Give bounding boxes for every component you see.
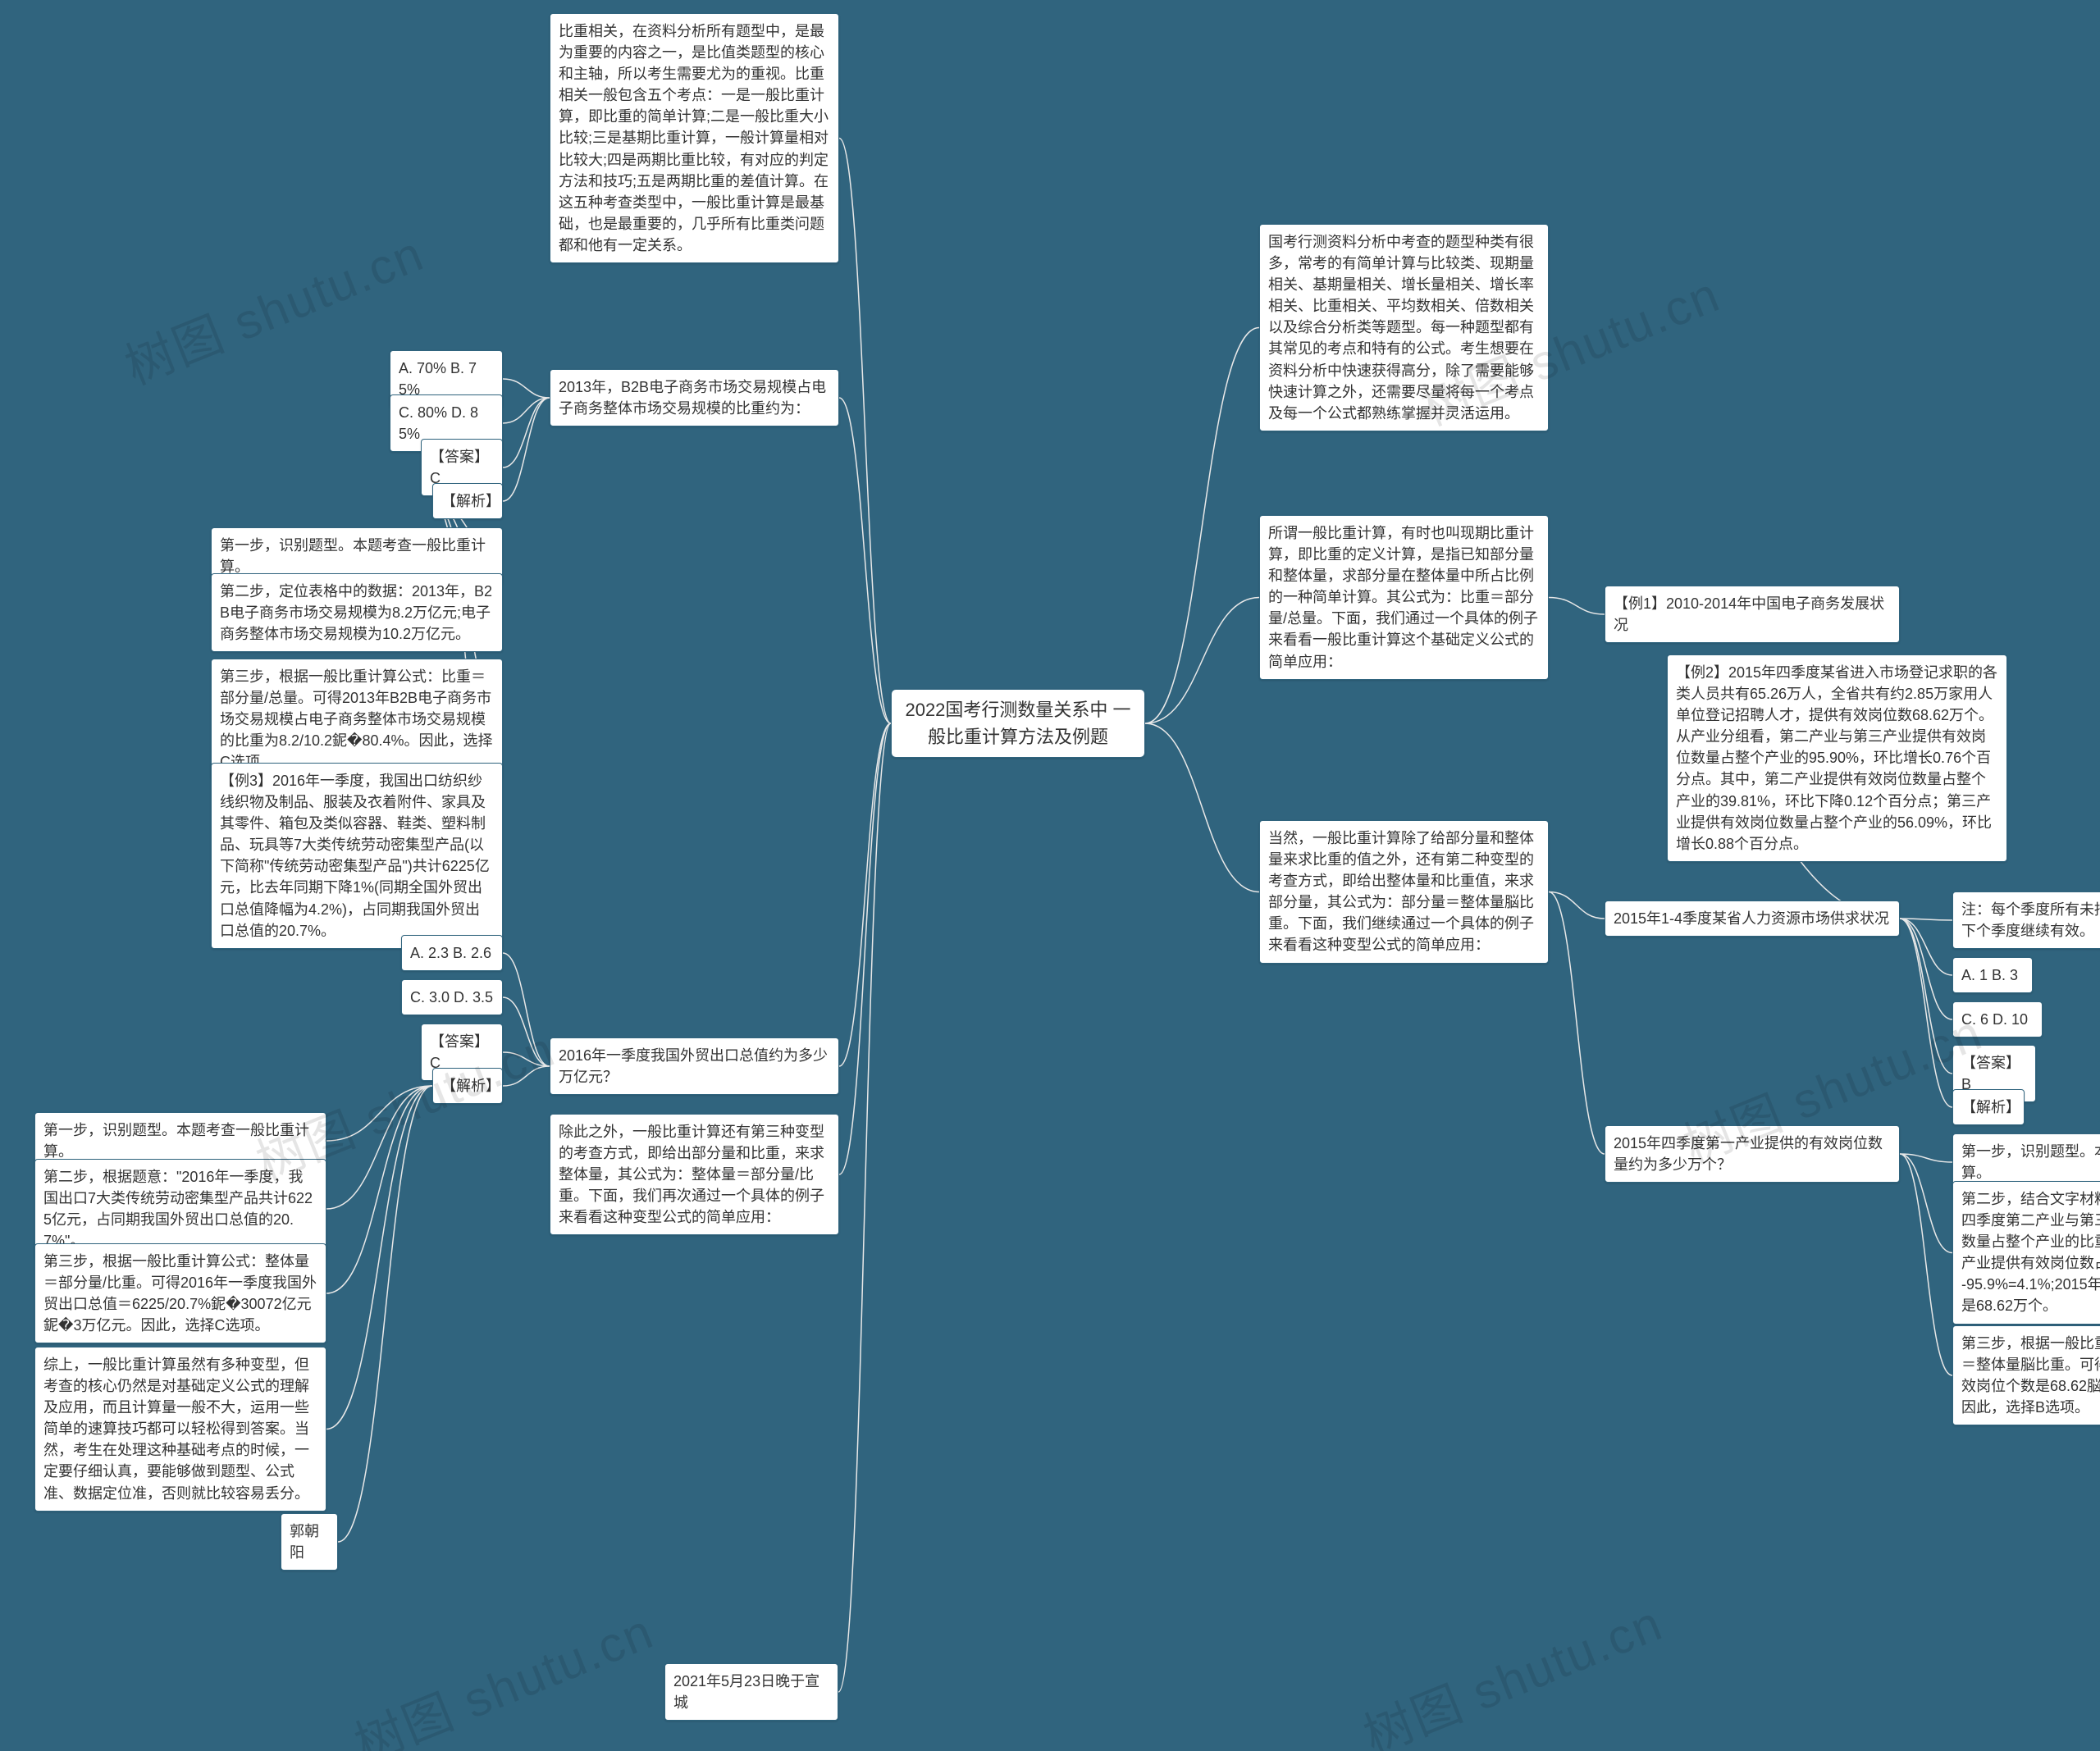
node-l3g[interactable]: 第三步，根据一般比重计算公式：整体量＝部分量/比重。可得2016年一季度我国外贸… [34, 1243, 326, 1343]
node-l2f[interactable]: 第二步，定位表格中的数据：2013年，B2B电子商务市场交易规模为8.2万亿元;… [211, 573, 503, 652]
node-r3b[interactable]: 2015年四季度第一产业提供的有效岗位数量约为多少万个？ [1605, 1125, 1900, 1183]
center-topic[interactable]: 2022国考行测数量关系中 一般比重计算方法及例题 [891, 689, 1145, 758]
mindmap-canvas: 2022国考行测数量关系中 一般比重计算方法及例题 国考行测资料分析中考查的题型… [0, 0, 2100, 1751]
node-r3a2[interactable]: A. 1 B. 3 [1952, 957, 2033, 993]
node-r3a5[interactable]: 【解析】 [1952, 1089, 2025, 1125]
node-r3a1[interactable]: 注：每个季度所有未招到人的有效岗位在下个季度继续有效。 [1952, 891, 2100, 949]
branch-r2[interactable]: 所谓一般比重计算，有时也叫现期比重计算，即比重的定义计算，是指已知部分量和整体量… [1259, 515, 1549, 680]
node-r3a0[interactable]: 【例2】2015年四季度某省进入市场登记求职的各类人员共有65.26万人，全省共… [1667, 654, 2007, 862]
branch-l2[interactable]: 2013年，B2B电子商务市场交易规模占电子商务整体市场交易规模的比重约为： [550, 369, 839, 426]
branch-l4[interactable]: 除此之外，一般比重计算还有第三种变型的考查方式，即给出部分量和比重，来求整体量，… [550, 1114, 839, 1235]
branch-l3[interactable]: 2016年一季度我国外贸出口总值约为多少万亿元？ [550, 1037, 839, 1095]
branch-r1[interactable]: 国考行测资料分析中考查的题型种类有很多，常考的有简单计算与比较类、现期量相关、基… [1259, 224, 1549, 431]
node-l3d[interactable]: 【解析】 [432, 1068, 503, 1104]
node-l2h[interactable]: 【例3】2016年一季度，我国出口纺织纱线织物及制品、服装及衣着附件、家具及其零… [211, 763, 503, 949]
node-r3a8[interactable]: 第三步，根据一般比重计算公式：部分量＝整体量脳比重。可得第一产业提供的有效岗位个… [1952, 1325, 2100, 1425]
node-r3a[interactable]: 2015年1-4季度某省人力资源市场供求状况 [1605, 901, 1900, 937]
branch-r3[interactable]: 当然，一般比重计算除了给部分量和整体量来求比重的值之外，还有第二种变型的考查方式… [1259, 820, 1549, 964]
node-l2d[interactable]: 【解析】 [432, 483, 503, 519]
node-r2a[interactable]: 【例1】2010-2014年中国电子商务发展状况 [1605, 586, 1900, 643]
node-r3a7[interactable]: 第二步，结合文字材料和柱状图：2015年四季度第二产业与第三产业提供有效岗位数量… [1952, 1181, 2100, 1325]
node-l3h[interactable]: 综上，一般比重计算虽然有多种变型，但考查的核心仍然是对基础定义公式的理解及应用，… [34, 1347, 326, 1512]
branch-l5[interactable]: 2021年5月23日晚于宣城 [664, 1663, 838, 1721]
node-l3i[interactable]: 郭朝阳 [281, 1513, 338, 1571]
node-l3b[interactable]: C. 3.0 D. 3.5 [401, 979, 503, 1015]
node-r3a3[interactable]: C. 6 D. 10 [1952, 1001, 2043, 1037]
node-l3a[interactable]: A. 2.3 B. 2.6 [401, 935, 503, 971]
branch-l1[interactable]: 比重相关，在资料分析所有题型中，是最为重要的内容之一，是比值类题型的核心和主轴，… [550, 13, 839, 263]
